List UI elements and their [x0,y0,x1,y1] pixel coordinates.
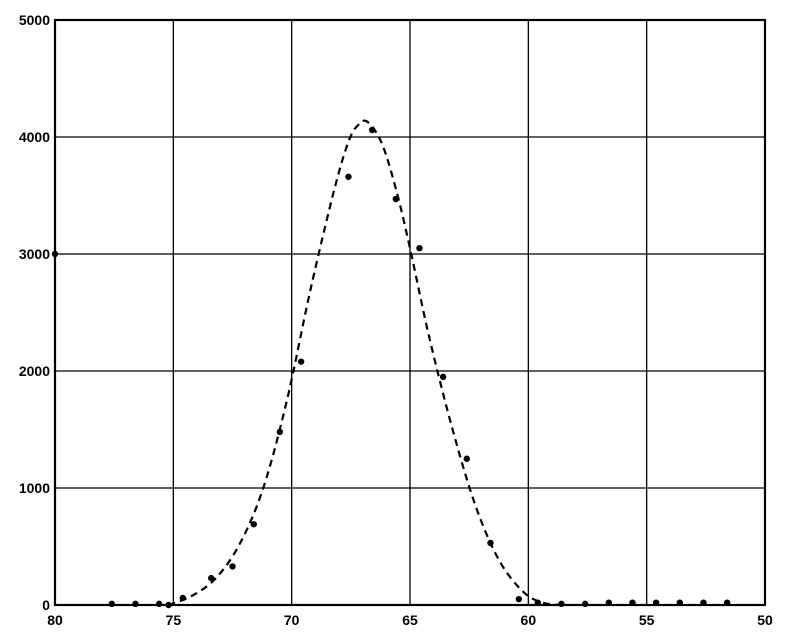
data-point [229,563,236,570]
data-point [392,195,399,203]
y-tick-label: 0 [42,597,50,613]
x-tick-label: 70 [284,612,300,628]
plot-frame [53,18,767,607]
x-tick-label: 65 [402,612,418,628]
data-point [463,455,470,462]
fitted-curve [168,119,562,607]
y-tick-label: 1000 [19,480,50,496]
x-tick-label: 80 [47,612,63,628]
data-points [51,126,731,609]
y-axis-tick-labels: 0 1000 2000 3000 4000 5000 [19,12,50,613]
data-point [487,539,494,547]
data-point [276,428,284,436]
data-point [179,594,186,602]
data-point [368,126,376,134]
data-point [208,574,215,582]
data-point [297,358,305,365]
fitted-curve-line [168,119,562,607]
data-point [515,595,523,603]
y-tick-label: 4000 [19,129,50,145]
plot-border [53,18,767,607]
data-point [345,173,352,180]
x-axis-tick-labels: 80 75 70 65 60 55 50 [47,612,773,628]
data-point [439,373,447,381]
grid [54,19,766,606]
x-tick-label: 55 [639,612,655,628]
data-point [416,244,423,252]
y-tick-label: 5000 [19,12,50,28]
x-tick-label: 75 [166,612,182,628]
x-tick-label: 60 [521,612,537,628]
y-tick-label: 3000 [19,246,50,262]
x-tick-label: 50 [757,612,773,628]
y-tick-label: 2000 [19,363,50,379]
data-point [250,521,257,528]
